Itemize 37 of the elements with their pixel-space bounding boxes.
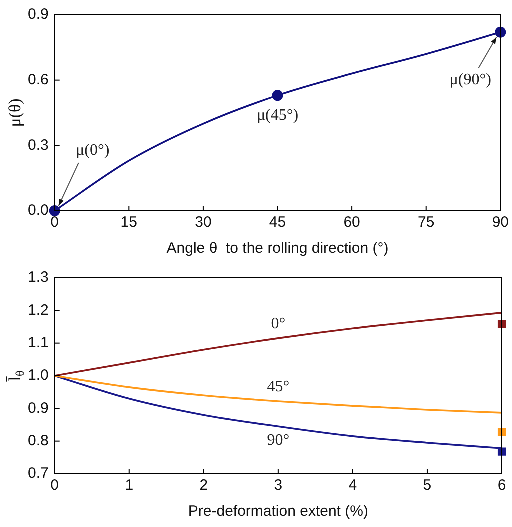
y-tick-label: 0.8 <box>28 432 49 450</box>
annotation: μ(90°) <box>450 72 492 89</box>
x-tick-label: 4 <box>348 477 358 494</box>
y-tick-label: 1.3 <box>28 269 49 286</box>
x-tick-label: 2 <box>200 477 208 494</box>
y-tick-label: 0.7 <box>28 465 49 482</box>
x-tick-label: 0 <box>50 477 60 494</box>
annotation: μ(45°) <box>256 106 299 124</box>
x-tick-label: 75 <box>418 214 435 232</box>
y-tick-label: 0.0 <box>28 202 49 220</box>
y-tick-label: 0.9 <box>28 6 49 24</box>
y-axis-title: l̄θ <box>5 370 28 382</box>
series-label: 0° <box>271 316 286 333</box>
annotation: μ(0°) <box>76 142 110 160</box>
x-tick-label: 3 <box>274 477 283 494</box>
line-series <box>54 312 502 377</box>
x-tick-label: 30 <box>195 214 212 232</box>
y-axis-title: μ(θ) <box>5 98 24 128</box>
y-tick-label: 1.1 <box>28 334 49 352</box>
series-label: 45° <box>267 378 290 396</box>
y-tick-label: 0.3 <box>28 136 49 154</box>
line-series <box>54 375 502 414</box>
y-tick-label: 0.6 <box>28 71 49 88</box>
x-axis-title: Pre-deformation extent (%) <box>188 503 368 520</box>
x-tick-label: 45 <box>269 214 286 232</box>
x-tick-label: 1 <box>125 477 134 494</box>
x-tick-label: 15 <box>120 214 138 232</box>
x-tick-label: 60 <box>344 214 360 232</box>
x-axis-title: Angle θ to the rolling direction (°) <box>166 240 389 258</box>
x-tick-label: 0 <box>50 214 60 232</box>
y-tick-label: 0.9 <box>28 400 49 417</box>
y-tick-label: 1.2 <box>28 302 49 319</box>
y-tick-label: 1.0 <box>28 367 49 384</box>
x-tick-label: 5 <box>423 477 432 494</box>
x-tick-label: 6 <box>498 477 506 494</box>
x-tick-label: 90 <box>492 214 509 232</box>
series-label: 90° <box>267 432 290 449</box>
